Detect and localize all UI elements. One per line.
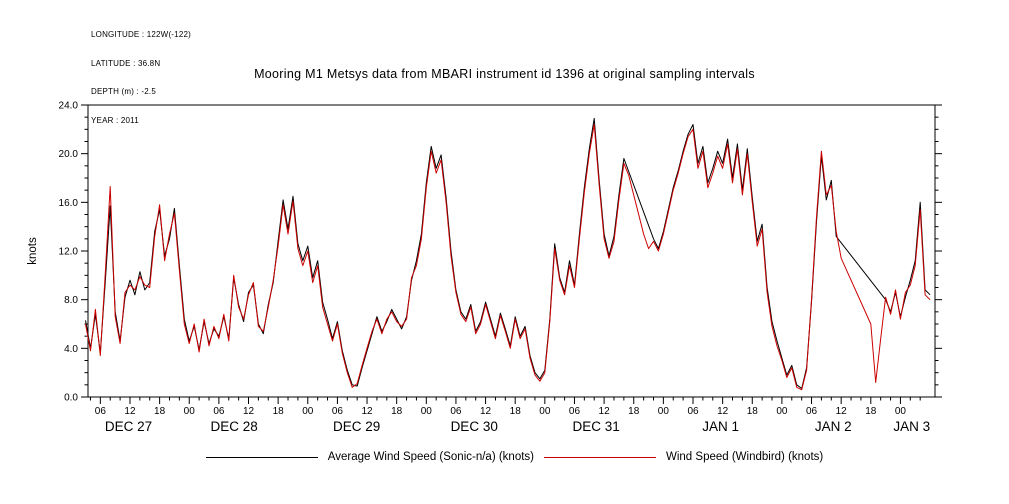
x-tick-label: 18	[747, 406, 759, 417]
x-tick-label: 00	[658, 406, 670, 417]
series-line-1	[85, 124, 931, 391]
y-tick-label: 20.0	[59, 149, 79, 160]
metadata-block: LONGITUDE : 122W(-122) LATITUDE : 36.8N …	[91, 11, 191, 135]
x-tick-label: 06	[569, 406, 581, 417]
day-label: DEC 27	[105, 419, 152, 434]
x-tick-label: 00	[539, 406, 551, 417]
x-tick-label: 12	[836, 406, 848, 417]
latitude-label: LATITUDE : 36.8N	[91, 58, 161, 68]
x-tick-label: 12	[599, 406, 611, 417]
longitude-label: LONGITUDE : 122W(-122)	[91, 30, 191, 39]
x-tick-label: 18	[273, 406, 285, 417]
day-label: DEC 28	[211, 419, 258, 434]
x-tick-label: 18	[510, 406, 522, 417]
x-tick-label: 18	[865, 406, 877, 417]
x-tick-label: 06	[332, 406, 344, 417]
legend-line-sonic	[205, 456, 318, 458]
x-tick-label: 06	[687, 406, 699, 417]
x-tick-label: 18	[154, 406, 166, 417]
y-tick-label: 24.0	[59, 101, 79, 112]
legend-label-sonic: Average Wind Speed (Sonic-n/a) (knots)	[327, 451, 534, 463]
day-label: DEC 30	[451, 419, 498, 434]
y-tick-label: 4.0	[64, 344, 78, 355]
year-label: YEAR : 2011	[91, 115, 139, 125]
day-label: JAN 2	[815, 419, 852, 434]
x-tick-label: 12	[717, 406, 729, 417]
day-label: JAN 1	[702, 419, 739, 434]
x-tick-label: 06	[806, 406, 818, 417]
chart-title: Mooring M1 Metsys data from MBARI instru…	[254, 67, 755, 81]
day-label: DEC 31	[573, 419, 620, 434]
x-tick-label: 00	[895, 406, 907, 417]
x-tick-label: 06	[95, 406, 107, 417]
x-tick-label: 06	[450, 406, 462, 417]
x-axis: 06 12 18 00 06 12 18 00 06 12 18 00 06 12 18 00 06 12 18 00…	[89, 397, 921, 417]
x-tick-label: 12	[243, 406, 255, 417]
y-tick-label: 0.0	[64, 393, 78, 404]
y-axis-title: knots	[27, 237, 39, 265]
x-tick-label: 00	[184, 406, 196, 417]
x-tick-label: 00	[302, 406, 314, 417]
y-axis: 0.0 4.0 8.0 12.0 16.0 20.0 24.0	[59, 101, 942, 404]
x-tick-label: 12	[124, 406, 136, 417]
day-label: DEC 29	[333, 419, 380, 434]
series-line-0	[85, 117, 931, 389]
day-label: JAN 3	[893, 419, 930, 434]
x-tick-label: 12	[361, 406, 373, 417]
y-tick-label: 12.0	[59, 247, 79, 258]
x-tick-label: 00	[421, 406, 433, 417]
x-tick-label: 00	[776, 406, 788, 417]
x-tick-label: 06	[213, 406, 225, 417]
x-tick-label: 12	[480, 406, 492, 417]
x-tick-label: 18	[628, 406, 640, 417]
depth-label: DEPTH (m) : -2.5	[91, 87, 156, 96]
legend-label-windbird: Wind Speed (Windbird) (knots)	[666, 451, 824, 463]
y-tick-label: 8.0	[64, 295, 78, 306]
x-day-labels: DEC 27 DEC 28 DEC 29 DEC 30 DEC 31 JAN 1 JAN 2…	[105, 419, 930, 434]
x-tick-label: 18	[391, 406, 403, 417]
legend-line-windbird	[544, 456, 656, 458]
legend: Average Wind Speed (Sonic-n/a) (knots) W…	[10, 451, 1009, 463]
y-tick-label: 16.0	[59, 198, 79, 209]
